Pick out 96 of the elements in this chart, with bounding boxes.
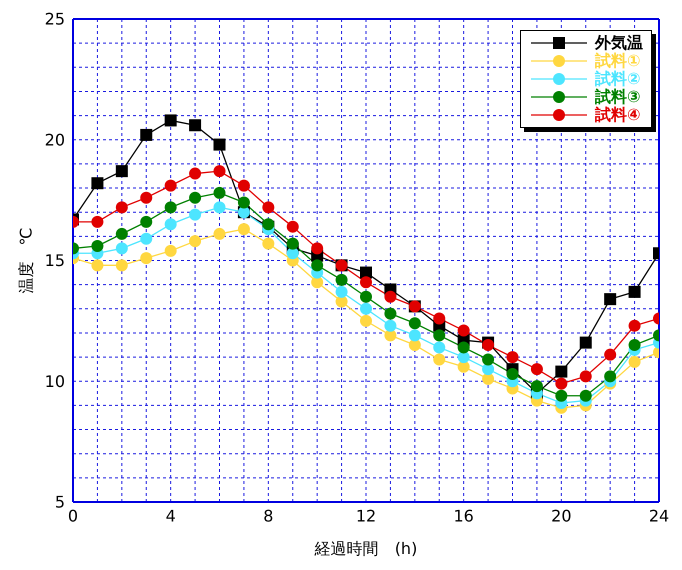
point bbox=[311, 259, 324, 272]
point bbox=[91, 216, 104, 228]
point bbox=[628, 286, 641, 298]
point bbox=[140, 216, 152, 228]
point bbox=[140, 232, 152, 245]
point bbox=[91, 177, 104, 190]
point bbox=[91, 240, 104, 252]
point bbox=[116, 228, 128, 240]
point bbox=[140, 252, 152, 264]
legend-label: 試料④ bbox=[595, 104, 641, 126]
point bbox=[262, 218, 274, 230]
point bbox=[214, 138, 226, 151]
legend-label: 試料① bbox=[595, 50, 641, 70]
legend-label: 試料③ bbox=[595, 86, 641, 106]
point bbox=[189, 192, 202, 204]
point bbox=[214, 165, 226, 178]
point bbox=[384, 308, 396, 320]
point bbox=[604, 293, 616, 306]
x-tick-label: 4 bbox=[166, 506, 176, 526]
point bbox=[555, 378, 568, 390]
point bbox=[311, 242, 324, 254]
y-tick-label: 15 bbox=[44, 251, 65, 270]
point bbox=[164, 244, 177, 257]
point bbox=[628, 339, 641, 352]
x-tick-label: 8 bbox=[263, 506, 274, 526]
point bbox=[384, 290, 396, 303]
point bbox=[604, 348, 616, 361]
x-axis-title: 経過時間 (h) bbox=[314, 539, 418, 558]
point bbox=[530, 380, 543, 392]
point bbox=[214, 201, 226, 214]
y-tick-label: 20 bbox=[44, 130, 65, 150]
point bbox=[360, 290, 372, 303]
point bbox=[482, 339, 494, 352]
point bbox=[336, 286, 348, 298]
point bbox=[116, 259, 128, 272]
x-tick-label: 16 bbox=[453, 506, 474, 526]
x-tick-label: 0 bbox=[68, 506, 78, 526]
y-tick-label: 5 bbox=[54, 492, 65, 512]
point bbox=[384, 320, 396, 332]
point bbox=[482, 372, 494, 385]
point bbox=[360, 302, 372, 315]
point bbox=[628, 320, 641, 332]
point bbox=[530, 363, 543, 376]
point bbox=[408, 329, 421, 342]
point bbox=[433, 354, 446, 366]
point bbox=[189, 235, 202, 248]
point bbox=[238, 196, 250, 209]
point bbox=[262, 201, 274, 214]
point bbox=[384, 329, 396, 342]
point bbox=[140, 192, 152, 204]
point bbox=[408, 317, 421, 330]
x-tick-label: 12 bbox=[356, 506, 376, 526]
point bbox=[360, 276, 372, 288]
point bbox=[91, 259, 104, 272]
point bbox=[164, 180, 177, 192]
point bbox=[189, 168, 202, 180]
point bbox=[433, 329, 446, 342]
point bbox=[433, 312, 446, 324]
point bbox=[189, 208, 202, 221]
x-tick-label: 20 bbox=[551, 506, 572, 526]
point bbox=[238, 180, 250, 192]
point bbox=[238, 223, 250, 236]
point bbox=[555, 390, 568, 402]
point bbox=[116, 165, 128, 178]
point bbox=[286, 220, 299, 233]
point bbox=[140, 128, 152, 141]
point bbox=[458, 341, 470, 354]
point bbox=[458, 360, 470, 373]
point bbox=[458, 324, 470, 337]
point bbox=[482, 354, 494, 366]
point bbox=[433, 341, 446, 354]
y-tick-label: 25 bbox=[44, 10, 65, 29]
point bbox=[336, 274, 348, 286]
point bbox=[262, 238, 274, 250]
point bbox=[116, 242, 128, 254]
point bbox=[604, 370, 616, 382]
point bbox=[164, 114, 177, 126]
point bbox=[628, 356, 641, 368]
point bbox=[214, 186, 226, 199]
y-axis-title: 温度 ℃ bbox=[16, 228, 36, 294]
y-tick-label: 10 bbox=[44, 372, 65, 391]
point bbox=[580, 390, 592, 402]
point bbox=[555, 366, 568, 378]
point bbox=[360, 314, 372, 327]
point bbox=[116, 201, 128, 214]
point bbox=[214, 228, 226, 240]
legend-label: 試料② bbox=[595, 68, 641, 88]
x-tick-label: 24 bbox=[648, 506, 670, 526]
point bbox=[506, 368, 518, 380]
point bbox=[506, 351, 518, 364]
legend-label: 外気温 bbox=[595, 32, 643, 52]
point bbox=[164, 201, 177, 214]
point bbox=[164, 218, 177, 230]
point bbox=[580, 336, 592, 349]
point bbox=[580, 370, 592, 382]
point bbox=[189, 119, 202, 132]
